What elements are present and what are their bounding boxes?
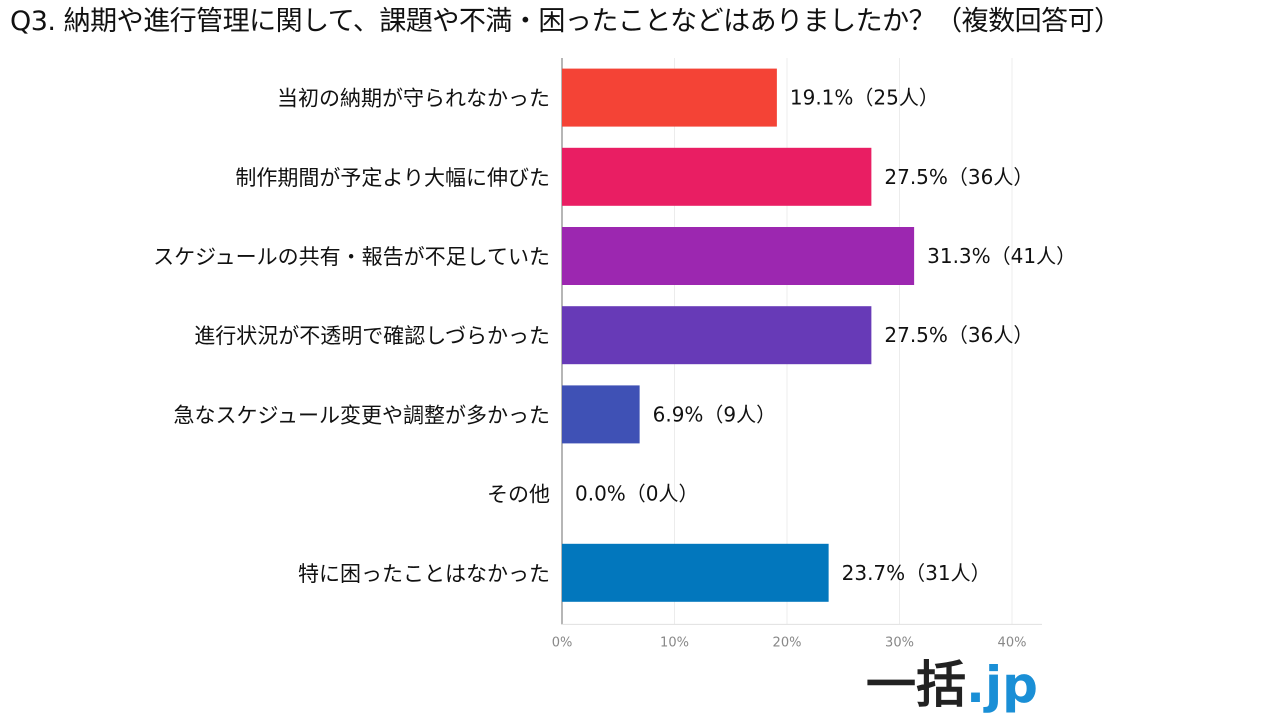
logo-accent-text: .jp	[966, 656, 1038, 714]
x-tick-label: 0%	[552, 635, 573, 650]
x-tick-label: 40%	[998, 635, 1027, 650]
category-label: その他	[487, 483, 550, 507]
logo-main-text: 一括	[866, 656, 966, 714]
category-label: 急なスケジュール変更や調整が多かった	[173, 403, 550, 427]
data-label: 27.5%（36人）	[884, 323, 1033, 347]
bar	[562, 147, 872, 206]
category-label: 当初の納期が守られなかった	[277, 87, 550, 111]
data-label: 0.0%（0人）	[575, 482, 699, 506]
x-tick-label: 10%	[660, 635, 689, 650]
data-label: 6.9%（9人）	[653, 402, 777, 426]
category-label: 制作期間が予定より大幅に伸びた	[235, 166, 550, 190]
x-tick-label: 20%	[773, 635, 802, 650]
bar	[562, 306, 872, 365]
category-label: スケジュールの共有・報告が不足していた	[153, 245, 550, 269]
chart-title: Q3. 納期や進行管理に関して、課題や不満・困ったことなどはありましたか？（複数…	[10, 6, 1121, 37]
bar	[562, 385, 640, 444]
bar	[562, 543, 829, 602]
data-label: 23.7%（31人）	[842, 561, 991, 585]
x-tick-label: 30%	[885, 635, 914, 650]
bar	[562, 68, 777, 127]
category-label: 特に困ったことはなかった	[298, 562, 550, 586]
category-label: 進行状況が不透明で確認しづらかった	[194, 324, 550, 348]
data-label: 27.5%（36人）	[884, 165, 1033, 189]
logo: 一括.jp	[866, 655, 1038, 715]
bar	[562, 227, 915, 285]
data-label: 31.3%（41人）	[927, 244, 1076, 268]
data-label: 19.1%（25人）	[790, 86, 939, 110]
